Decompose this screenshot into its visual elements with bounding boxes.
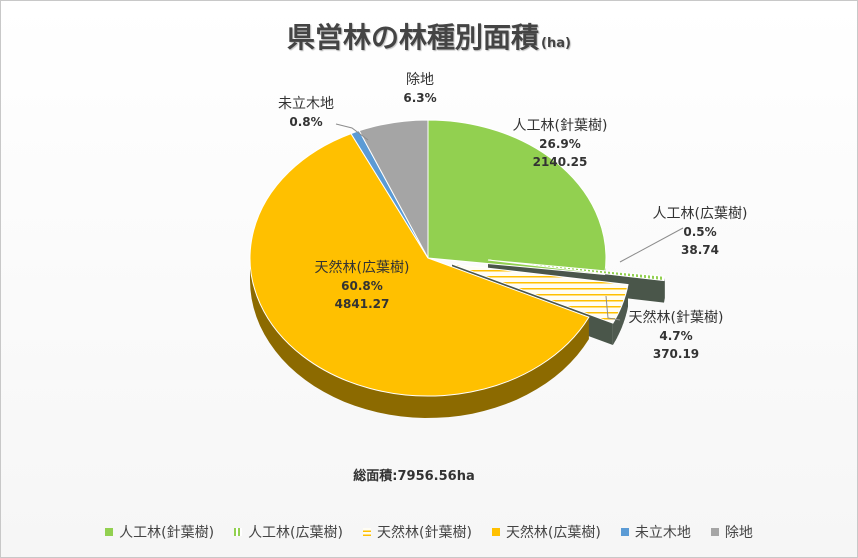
legend-swatch-0 bbox=[105, 528, 114, 536]
data-label-line-0-2: 2140.25 bbox=[533, 155, 588, 169]
legend-label-4: 未立木地 bbox=[634, 525, 691, 541]
legend-item-5: 除地 bbox=[710, 522, 753, 542]
data-label-line-5-0: 除地 bbox=[406, 72, 434, 88]
pie-leader-lines bbox=[335, 123, 684, 321]
legend-item-3: 天然林(広葉樹) bbox=[491, 522, 601, 542]
chart-title-main: 県営林の林種別面積 bbox=[287, 21, 540, 54]
pie-slice-0 bbox=[427, 119, 607, 275]
data-label-line-2-1: 4.7% bbox=[659, 329, 692, 343]
data-label-line-4-0: 未立木地 bbox=[278, 96, 334, 112]
pie-slice-5 bbox=[358, 119, 429, 259]
data-label-line-4-1: 0.8% bbox=[289, 115, 322, 129]
data-label-line-3-0: 天然林(広葉樹) bbox=[315, 259, 410, 276]
total-area-label: 総面積:7956.56ha bbox=[353, 468, 474, 484]
leader-line-2 bbox=[605, 295, 621, 321]
legend-item-4: 未立木地 bbox=[620, 522, 691, 542]
legend-swatch-3 bbox=[491, 528, 500, 536]
pie-slice-2 bbox=[451, 263, 629, 324]
legend-swatch-1 bbox=[234, 528, 243, 536]
data-label-line-5-1: 6.3% bbox=[403, 91, 436, 105]
pie-top-layer bbox=[249, 119, 666, 397]
leader-line-4 bbox=[335, 123, 369, 141]
data-label-2: 天然林(針葉樹) 4.7% 370.19 bbox=[629, 309, 724, 361]
pie-slice-1 bbox=[487, 259, 666, 282]
legend-item-1: 人工林(広葉樹) bbox=[234, 522, 343, 542]
pie-slice-3 bbox=[249, 132, 590, 397]
pie-data-labels: 人工林(針葉樹) 26.9% 2140.25 人工林(広葉樹) 0.5% 38.74 天然林… bbox=[278, 72, 747, 361]
legend-swatch-2 bbox=[363, 528, 371, 536]
data-label-line-1-2: 38.74 bbox=[681, 243, 719, 257]
legend-swatch-5 bbox=[710, 528, 719, 536]
legend-label-1: 人工林(広葉樹) bbox=[248, 525, 343, 541]
data-label-line-0-0: 人工林(針葉樹) bbox=[513, 118, 608, 134]
data-label-3: 天然林(広葉樹) 60.8% 4841.27 bbox=[315, 259, 410, 311]
data-label-line-3-1: 60.8% bbox=[341, 279, 383, 293]
data-label-line-2-2: 370.19 bbox=[653, 347, 699, 361]
legend-item-0: 人工林(針葉樹) bbox=[105, 522, 214, 542]
legend-swatch-4 bbox=[620, 528, 629, 536]
chart-title-unit: (ha) bbox=[541, 36, 571, 51]
legend-label-2: 天然林(針葉樹) bbox=[377, 525, 472, 541]
pie-slice-side-3 bbox=[250, 258, 589, 418]
data-label-line-1-1: 0.5% bbox=[683, 225, 716, 239]
chart-legend: 人工林(針葉樹) 人工林(広葉樹) 天然林(針葉樹) 天然林(広葉樹) 未立木地 除地 bbox=[0, 522, 858, 542]
legend-label-0: 人工林(針葉樹) bbox=[119, 525, 215, 541]
data-label-1: 人工林(広葉樹) 0.5% 38.74 bbox=[653, 206, 748, 257]
legend-item-2: 天然林(針葉樹) bbox=[363, 522, 472, 542]
data-label-line-1-0: 人工林(広葉樹) bbox=[653, 206, 748, 222]
leader-line-1 bbox=[619, 227, 684, 263]
data-label-5: 除地 6.3% bbox=[403, 72, 436, 105]
data-label-line-3-2: 4841.27 bbox=[335, 297, 390, 311]
data-label-line-2-0: 天然林(針葉樹) bbox=[629, 309, 724, 326]
data-label-4: 未立木地 0.8% bbox=[278, 96, 334, 129]
data-label-0: 人工林(針葉樹) 26.9% 2140.25 bbox=[513, 118, 608, 169]
chart-title: 県営林の林種別面積 (ha) bbox=[0, 16, 858, 56]
legend-label-5: 除地 bbox=[724, 525, 753, 541]
data-label-line-0-1: 26.9% bbox=[539, 137, 581, 151]
legend-label-3: 天然林(広葉樹) bbox=[505, 525, 601, 541]
